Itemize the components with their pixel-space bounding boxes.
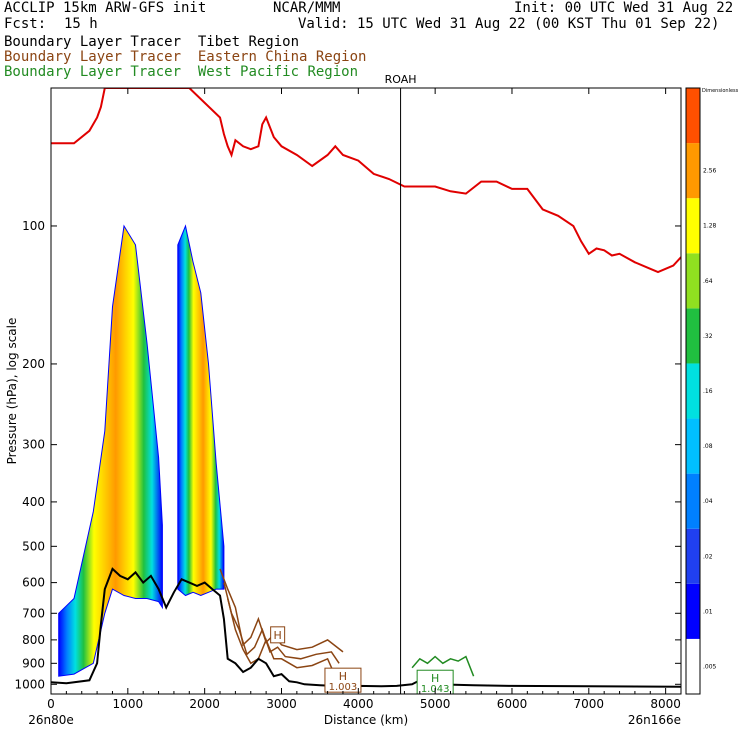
colorbar-label-9: 2.56 (703, 168, 717, 175)
high-value-1: 1.003 (329, 682, 358, 693)
fcst-value: 15 h (64, 16, 98, 32)
high-box-2 (416, 669, 454, 694)
tracer-tibet-region: Tibet Region (197, 34, 300, 50)
colorbar-segment-5 (686, 363, 700, 419)
x-tick-label-1000: 1000 (113, 697, 144, 711)
high-box-0 (270, 626, 286, 644)
high-label-1: H (339, 670, 347, 683)
x-tick-label-0: 0 (47, 697, 55, 711)
west-pacific-contour (411, 655, 475, 677)
plume-east (177, 224, 225, 597)
colorbar-label-5: .16 (703, 388, 713, 395)
x-tick-label-7000: 7000 (574, 697, 605, 711)
tracer-eastern-china-region: Eastern China Region (197, 49, 367, 65)
y-tick-label-400: 400 (22, 495, 45, 509)
tracer-west-pacific-region: West Pacific Region (197, 64, 359, 80)
colorbar-label-2: .02 (703, 553, 713, 560)
colorbar-segment-6 (686, 308, 700, 364)
tracer-legend-west-pacific: Boundary Layer Tracer West Pacific Regio… (4, 64, 358, 80)
y-axis-label: Pressure (hPa), log scale (5, 318, 19, 465)
tracer-legend-eastern-china: Boundary Layer Tracer Eastern China Regi… (4, 49, 366, 65)
y-tick-label-600: 600 (22, 576, 45, 590)
y-tick-label-200: 200 (22, 357, 45, 371)
x-axis-label: Distance (km) (324, 713, 408, 727)
y-tick-label-700: 700 (22, 606, 45, 620)
plume-west (58, 224, 163, 677)
plot-frame (50, 87, 682, 695)
colorbar-label-0: .005 (703, 663, 717, 670)
colorbar-segment-4 (686, 418, 700, 474)
colorbar-title: Dimensionless (702, 88, 739, 94)
colorbar-label-6: .32 (703, 333, 713, 340)
x-tick-label-5000: 5000 (420, 697, 451, 711)
colorbar-segment-9 (686, 143, 700, 199)
colorbar-segment-10 (686, 88, 700, 144)
eastern-china-3-contour (226, 598, 336, 677)
colorbar-segment-1 (686, 583, 700, 639)
colorbar-segment-3 (686, 473, 700, 529)
x-endpoint-left: 26n80e (28, 713, 74, 727)
high-label-0: H (274, 629, 282, 642)
init-time: Init: 00 UTC Wed 31 Aug 22 (514, 0, 734, 16)
colorbar-segment-0 (686, 638, 700, 694)
tropopause-line (51, 88, 681, 274)
model-title: ACCLIP 15km ARW-GFS init (4, 0, 207, 16)
y-tick-label-100: 100 (22, 219, 45, 233)
terrain-line (51, 567, 681, 688)
tracer-west-pacific-name: Boundary Layer Tracer (4, 64, 182, 80)
colorbar-segment-7 (686, 253, 700, 309)
colorbar-segment-8 (686, 198, 700, 254)
colorbar-label-8: 1.28 (703, 223, 717, 230)
high-label-2: H (431, 672, 439, 685)
valid-time: Valid: 15 UTC Wed 31 Aug 22 (00 KST Thu … (298, 16, 720, 32)
eastern-china-2-contour (223, 582, 340, 664)
tracer-eastern-china-name: Boundary Layer Tracer (4, 49, 182, 65)
tracer-legend-tibet: Boundary Layer Tracer Tibet Region (4, 34, 299, 50)
x-tick-label-3000: 3000 (266, 697, 297, 711)
x-tick-label-4000: 4000 (343, 697, 374, 711)
fcst-label: Fcst: (4, 16, 47, 32)
y-tick-label-900: 900 (22, 656, 45, 670)
colorbar-label-3: .04 (703, 498, 713, 505)
y-tick-label-500: 500 (22, 539, 45, 553)
org-label: NCAR/MMM (273, 0, 341, 16)
x-tick-label-2000: 2000 (189, 697, 220, 711)
y-tick-label-300: 300 (22, 438, 45, 452)
y-tick-label-800: 800 (22, 633, 45, 647)
roah-marker-label: ROAH (385, 73, 417, 86)
x-endpoint-right: 26n166e (628, 713, 681, 727)
y-tick-label-1000: 1000 (14, 677, 45, 691)
x-tick-label-6000: 6000 (497, 697, 528, 711)
high-box-1 (324, 667, 362, 693)
colorbar-label-1: .01 (703, 608, 713, 615)
colorbar-segment-2 (686, 528, 700, 584)
colorbar-label-7: .64 (703, 278, 713, 285)
x-tick-label-8000: 8000 (650, 697, 681, 711)
colorbar-label-4: .08 (703, 443, 713, 450)
colorbar-frame (685, 87, 701, 695)
tracer-tibet-name: Boundary Layer Tracer (4, 34, 182, 50)
